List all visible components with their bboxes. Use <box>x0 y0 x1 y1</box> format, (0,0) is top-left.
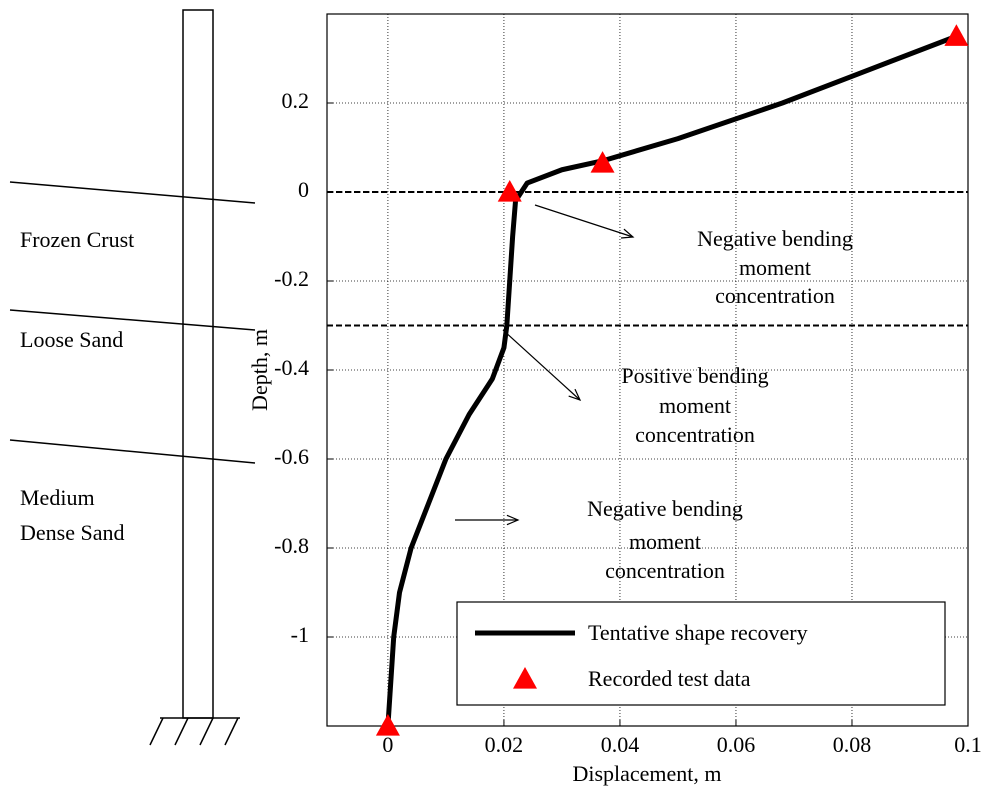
layer-label: Dense Sand <box>20 520 124 545</box>
data-point <box>590 151 615 173</box>
legend-box <box>456 601 946 706</box>
legend-marker <box>513 667 537 689</box>
y-tick-label: -0.8 <box>274 533 309 558</box>
hatch <box>199 717 214 746</box>
annotation-text: Positive bending <box>621 363 768 388</box>
annotation-text: moment <box>659 393 731 418</box>
layer-label: Loose Sand <box>20 327 123 352</box>
y-axis-label: Depth, m <box>247 329 272 411</box>
x-tick-label: 0.04 <box>601 732 640 757</box>
legend-label: Tentative shape recovery <box>588 620 808 645</box>
plot-frame <box>326 13 969 727</box>
layer-boundary <box>9 181 256 204</box>
hatch <box>149 717 164 746</box>
hatch <box>224 717 239 746</box>
annotation-text: moment <box>739 255 811 280</box>
annotation-arrow <box>502 329 581 401</box>
layer-label: Frozen Crust <box>20 227 134 252</box>
layer-boundary <box>9 439 256 464</box>
x-axis-label: Displacement, m <box>572 761 721 786</box>
annotation-arrow <box>534 204 634 238</box>
x-tick-label: 0 <box>382 732 393 757</box>
annotation-text: concentration <box>635 422 755 447</box>
arrow-head <box>506 514 520 526</box>
legend-label: Recorded test data <box>588 666 751 691</box>
layer-label: Medium <box>20 485 95 510</box>
y-tick-label: 0 <box>298 177 309 202</box>
arrow-head <box>620 228 635 239</box>
data-point <box>944 24 969 46</box>
y-tick-label: -0.6 <box>274 444 309 469</box>
y-tick-label: -0.4 <box>274 355 309 380</box>
pile-diagram <box>9 9 256 746</box>
data-point <box>375 714 400 736</box>
hatch <box>174 717 189 746</box>
data-line <box>385 33 958 727</box>
layer-boundary <box>9 309 256 331</box>
annotation-text: Negative bending <box>587 496 743 521</box>
y-tick-label: -0.2 <box>274 266 309 291</box>
annotation-text: concentration <box>715 283 835 308</box>
x-tick-label: 0.02 <box>485 732 524 757</box>
annotation-text: Negative bending <box>697 226 853 251</box>
y-tick-label: 0.2 <box>282 88 310 113</box>
x-tick-label: 0.1 <box>954 732 982 757</box>
data-point <box>497 180 522 202</box>
pile <box>182 9 214 719</box>
annotation-text: concentration <box>605 558 725 583</box>
annotation-text: moment <box>629 529 701 554</box>
y-tick-label: -1 <box>291 622 309 647</box>
x-tick-label: 0.06 <box>717 732 756 757</box>
x-tick-label: 0.08 <box>833 732 872 757</box>
arrow-head <box>568 388 582 402</box>
